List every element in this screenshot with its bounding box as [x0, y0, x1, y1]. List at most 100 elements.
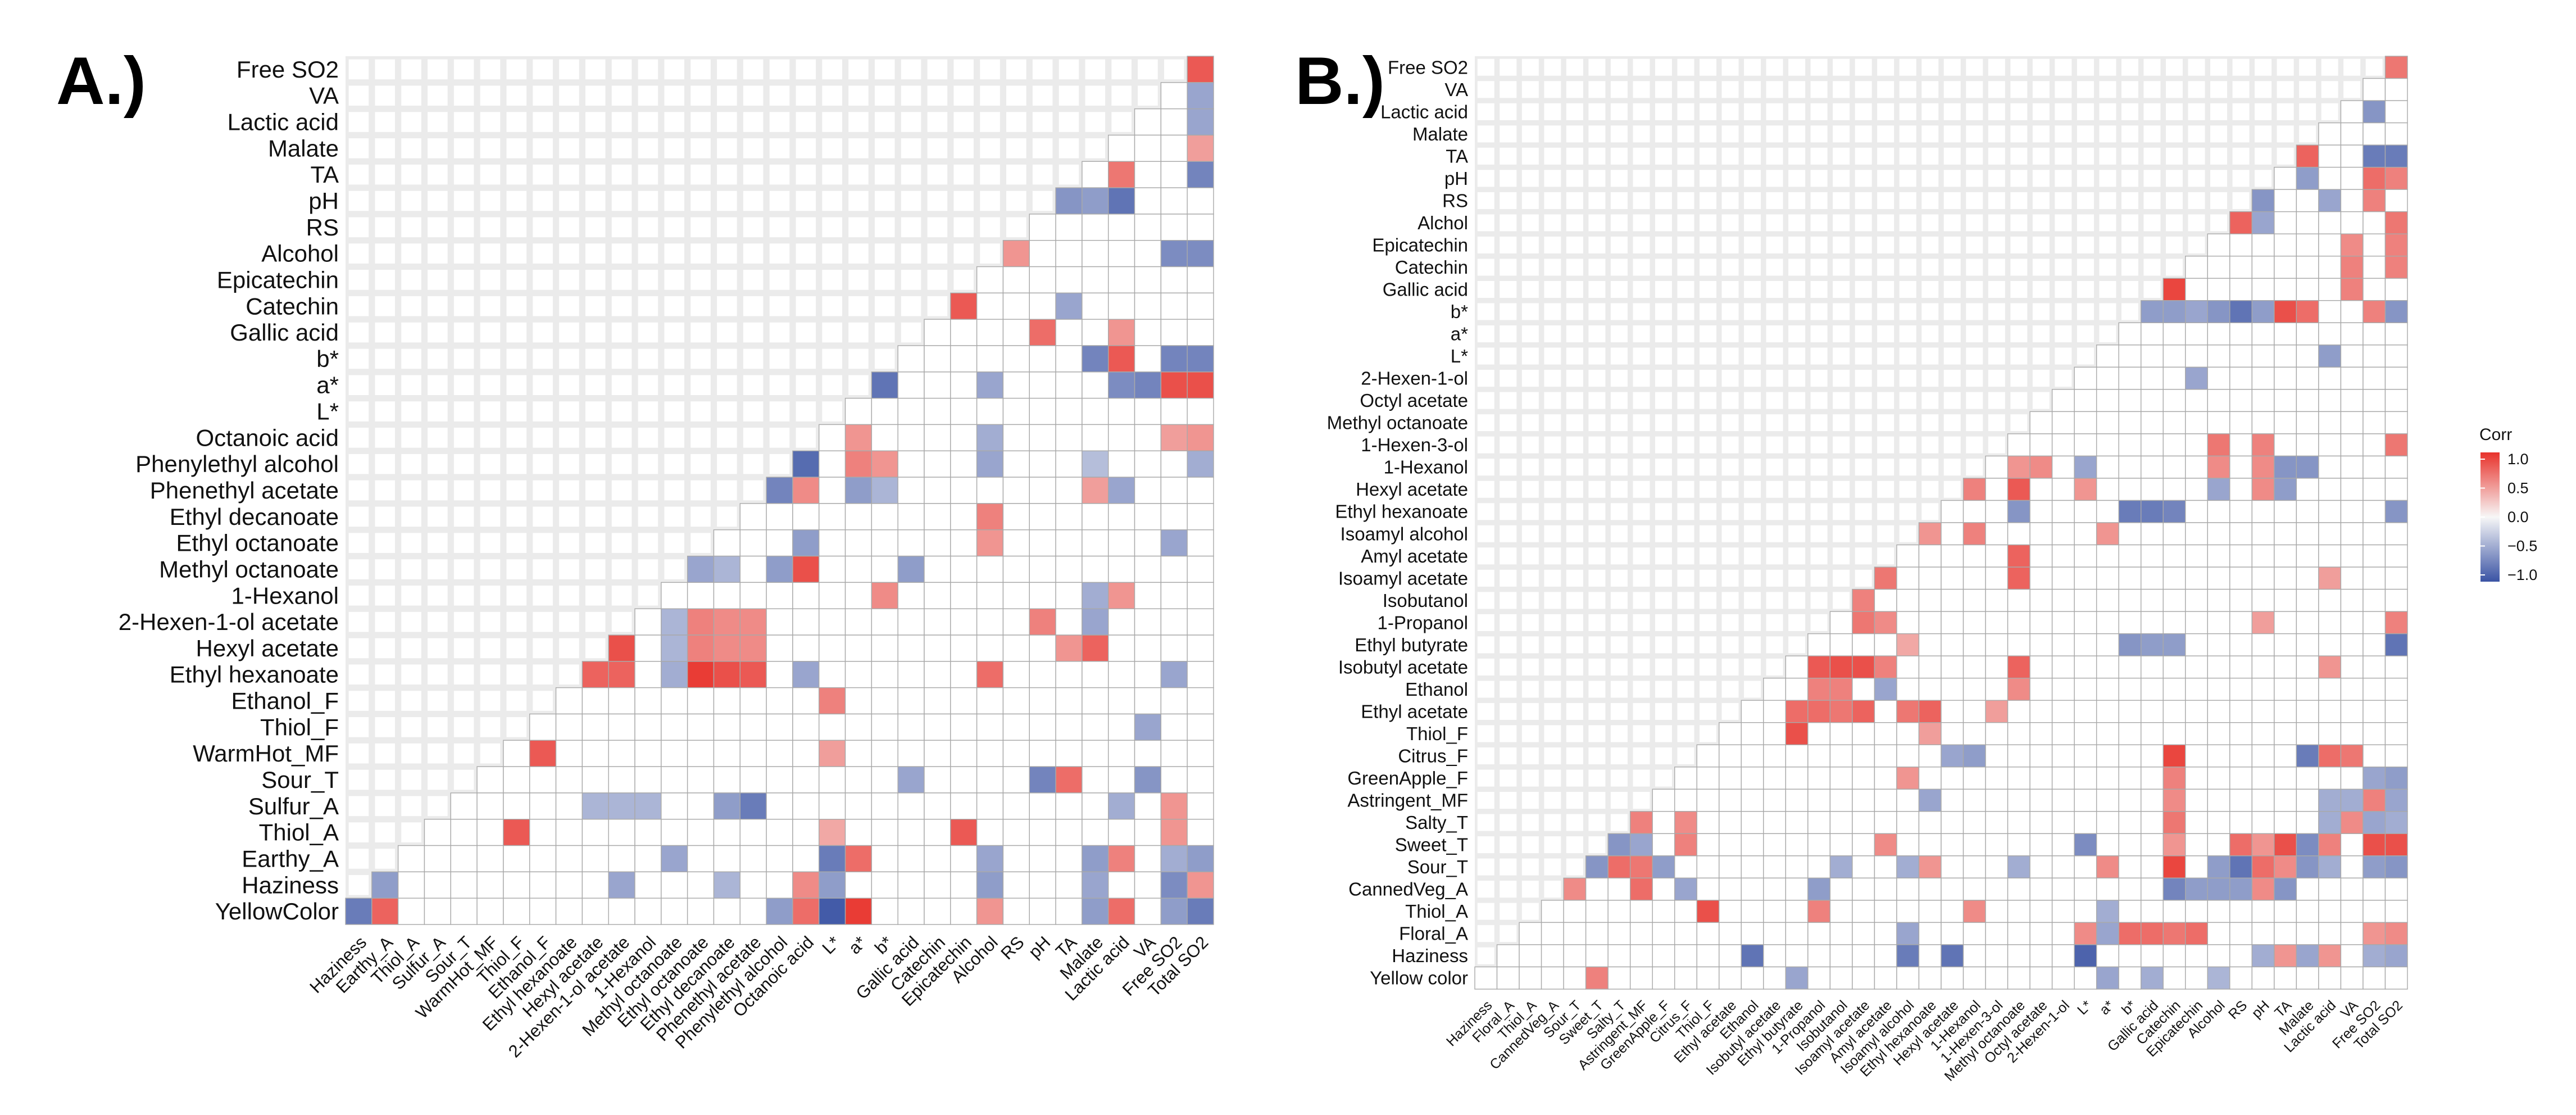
background-cell — [1788, 259, 1806, 276]
background-cell — [1085, 138, 1106, 158]
heatmap-cell — [2229, 411, 2253, 434]
background-cell — [1588, 81, 1606, 98]
heatmap-cell — [1852, 611, 1875, 634]
background-cell — [348, 533, 369, 553]
background-cell — [1566, 569, 1583, 587]
background-cell — [2032, 170, 2050, 187]
heatmap-cell — [2007, 788, 2030, 812]
background-cell — [1966, 392, 1983, 409]
legend-title: Corr — [2479, 425, 2512, 444]
heatmap-cell — [2296, 345, 2319, 368]
background-cell — [1833, 303, 1850, 320]
heatmap-cell — [2074, 767, 2097, 790]
heatmap-cell — [950, 292, 978, 320]
heatmap-cell — [766, 634, 793, 662]
background-cell — [1610, 236, 1628, 253]
heatmap-cell — [1082, 634, 1109, 662]
background-cell — [1877, 503, 1894, 520]
heatmap-cell — [871, 740, 898, 767]
heatmap-cell — [976, 450, 1004, 478]
background-cell — [743, 322, 764, 343]
background-cell — [2099, 147, 2116, 165]
heatmap-cell — [1941, 833, 1964, 856]
heatmap-cell — [1187, 819, 1214, 846]
heatmap-cell — [2029, 411, 2053, 434]
background-cell — [1899, 347, 1916, 365]
heatmap-cell — [2207, 833, 2230, 856]
heatmap-cell — [2074, 855, 2097, 879]
background-cell — [428, 559, 448, 579]
background-cell — [927, 138, 948, 158]
heatmap-cell — [555, 871, 583, 899]
background-cell — [453, 664, 474, 685]
heatmap-cell — [2141, 345, 2164, 368]
background-cell — [1677, 436, 1694, 454]
background-cell — [1855, 569, 1872, 587]
heatmap-cell — [844, 687, 873, 715]
background-cell — [1610, 147, 1628, 165]
background-cell — [1544, 192, 1561, 209]
heatmap-cell — [1874, 922, 1897, 945]
heatmap-cell — [1160, 82, 1188, 110]
background-cell — [1655, 525, 1672, 542]
heatmap-cell — [2229, 278, 2253, 301]
row-label: Sour_T — [1407, 856, 1468, 877]
heatmap-cell — [739, 503, 767, 531]
background-cell — [690, 533, 711, 553]
heatmap-cell — [2274, 322, 2297, 346]
background-cell — [1921, 259, 1939, 276]
heatmap-cell — [608, 792, 635, 820]
background-cell — [2032, 325, 2050, 343]
heatmap-cell — [1629, 811, 1653, 835]
heatmap-cell — [2296, 144, 2319, 168]
background-cell — [1500, 481, 1517, 498]
background-cell — [401, 401, 421, 421]
background-cell — [743, 480, 764, 501]
heatmap-cell — [897, 529, 925, 557]
background-cell — [1988, 58, 2005, 76]
row-label: Free SO2 — [237, 56, 339, 83]
background-cell — [1721, 236, 1739, 253]
background-cell — [1566, 81, 1583, 98]
heatmap-cell — [1160, 187, 1188, 215]
background-cell — [1744, 103, 1761, 120]
background-cell — [2099, 170, 2116, 187]
background-cell — [2032, 303, 2050, 320]
heatmap-cell — [792, 819, 820, 846]
background-cell — [2188, 147, 2205, 165]
background-cell — [1899, 325, 1916, 343]
background-cell — [1855, 370, 1872, 387]
heatmap-cell — [2141, 655, 2164, 679]
heatmap-cell — [2118, 767, 2142, 790]
background-cell — [1006, 85, 1026, 106]
background-cell — [743, 138, 764, 158]
heatmap-cell — [2029, 544, 2053, 568]
row-label: pH — [308, 188, 339, 214]
heatmap-cell — [844, 608, 873, 636]
background-cell — [1766, 592, 1783, 609]
background-cell — [1588, 792, 1606, 809]
heatmap-cell — [2296, 788, 2319, 812]
background-cell — [2077, 170, 2094, 187]
heatmap-cell — [450, 819, 478, 846]
heatmap-cell — [2118, 788, 2142, 812]
heatmap-cell — [2363, 855, 2386, 879]
background-cell — [2032, 81, 2050, 98]
background-cell — [664, 112, 685, 132]
heatmap-cell — [1852, 833, 1875, 856]
background-cell — [1655, 636, 1672, 654]
heatmap-cell — [2251, 544, 2275, 568]
background-cell — [1833, 214, 1850, 232]
heatmap-cell — [2363, 322, 2386, 346]
background-cell — [1744, 414, 1761, 432]
background-cell — [901, 243, 921, 264]
heatmap-cell — [950, 845, 978, 873]
heatmap-cell — [2051, 389, 2075, 413]
row-label: VA — [1444, 79, 1468, 100]
background-cell — [1810, 214, 1828, 232]
background-cell — [1855, 347, 1872, 365]
heatmap-cell — [897, 345, 925, 373]
background-cell — [1766, 392, 1783, 409]
background-cell — [375, 401, 396, 421]
